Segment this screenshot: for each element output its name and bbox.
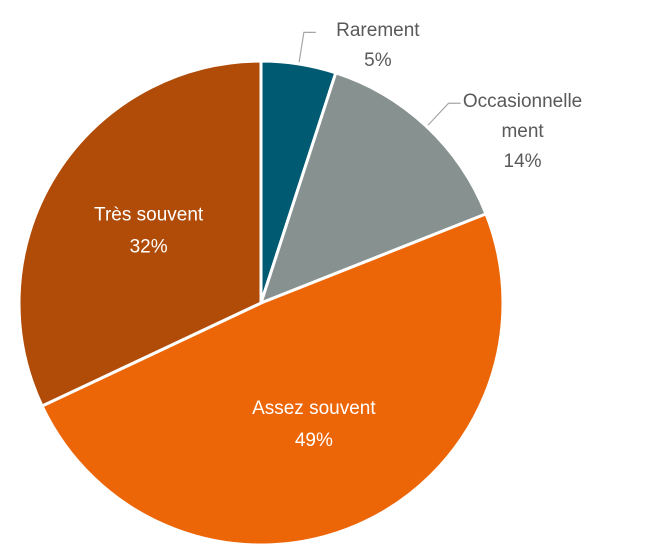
leader-line xyxy=(298,31,316,63)
category-label: Rarement xyxy=(336,20,420,42)
pie-slice xyxy=(17,59,263,409)
pie-slice xyxy=(258,70,488,306)
label-box: Rarement 5% xyxy=(318,16,438,76)
pie-slice xyxy=(40,211,505,544)
label-box: Occasionnellement 14% xyxy=(463,87,583,177)
leader-line xyxy=(427,102,461,126)
category-label: Très souvent xyxy=(94,205,204,226)
outside-label: Rarement 5% xyxy=(318,16,438,76)
category-label: Occasionnellement xyxy=(462,91,583,143)
value-label: 32% xyxy=(130,237,168,258)
outside-label: Occasionnellement 14% xyxy=(463,87,583,177)
value-label: 14% xyxy=(503,151,542,173)
value-label: 5% xyxy=(364,50,392,72)
category-label: Assez souvent xyxy=(252,398,376,419)
value-label: 49% xyxy=(295,430,333,451)
